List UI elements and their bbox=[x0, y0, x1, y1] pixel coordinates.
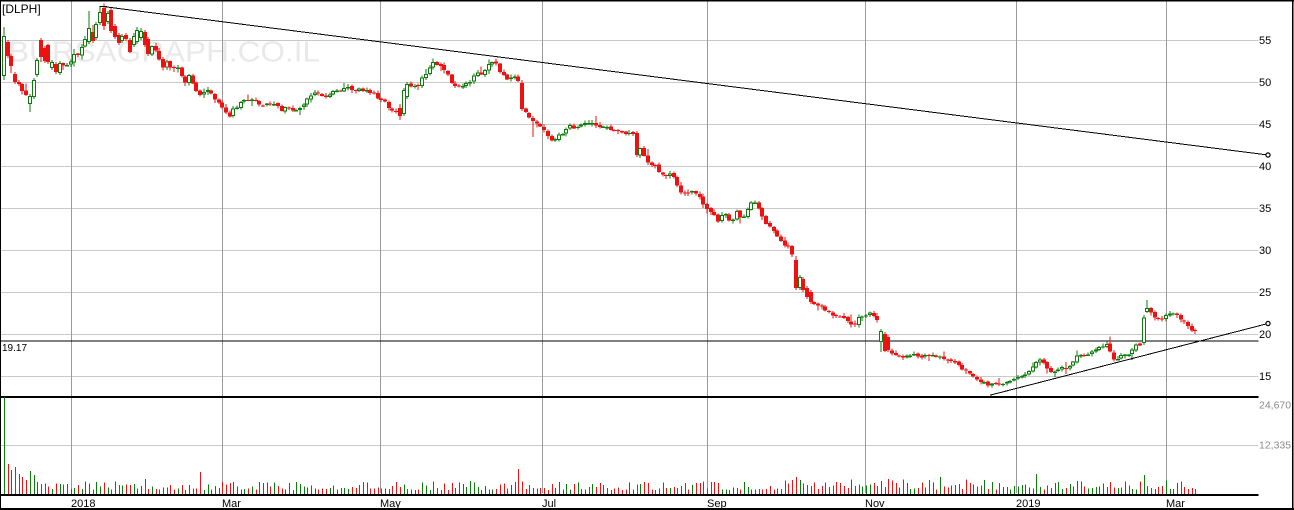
svg-text:12,335: 12,335 bbox=[1259, 440, 1291, 452]
svg-text:2018: 2018 bbox=[71, 498, 95, 510]
svg-text:15: 15 bbox=[1259, 371, 1271, 383]
svg-text:2019: 2019 bbox=[1016, 498, 1040, 510]
svg-text:30: 30 bbox=[1259, 245, 1271, 257]
svg-text:Jul: Jul bbox=[542, 498, 556, 510]
svg-text:May: May bbox=[380, 498, 401, 510]
svg-text:20: 20 bbox=[1259, 329, 1271, 341]
svg-text:Nov: Nov bbox=[865, 498, 885, 510]
svg-text:45: 45 bbox=[1259, 119, 1271, 131]
svg-text:35: 35 bbox=[1259, 203, 1271, 215]
svg-text:Mar: Mar bbox=[1166, 498, 1185, 510]
svg-text:40: 40 bbox=[1259, 161, 1271, 173]
svg-text:[DLPH]: [DLPH] bbox=[2, 2, 41, 16]
svg-text:Mar: Mar bbox=[222, 498, 241, 510]
svg-text:24,670: 24,670 bbox=[1259, 400, 1291, 412]
svg-text:25: 25 bbox=[1259, 287, 1271, 299]
svg-text:50: 50 bbox=[1259, 77, 1271, 89]
svg-text:55: 55 bbox=[1259, 35, 1271, 47]
svg-text:19.17: 19.17 bbox=[2, 343, 27, 354]
svg-text:Sep: Sep bbox=[707, 498, 727, 510]
